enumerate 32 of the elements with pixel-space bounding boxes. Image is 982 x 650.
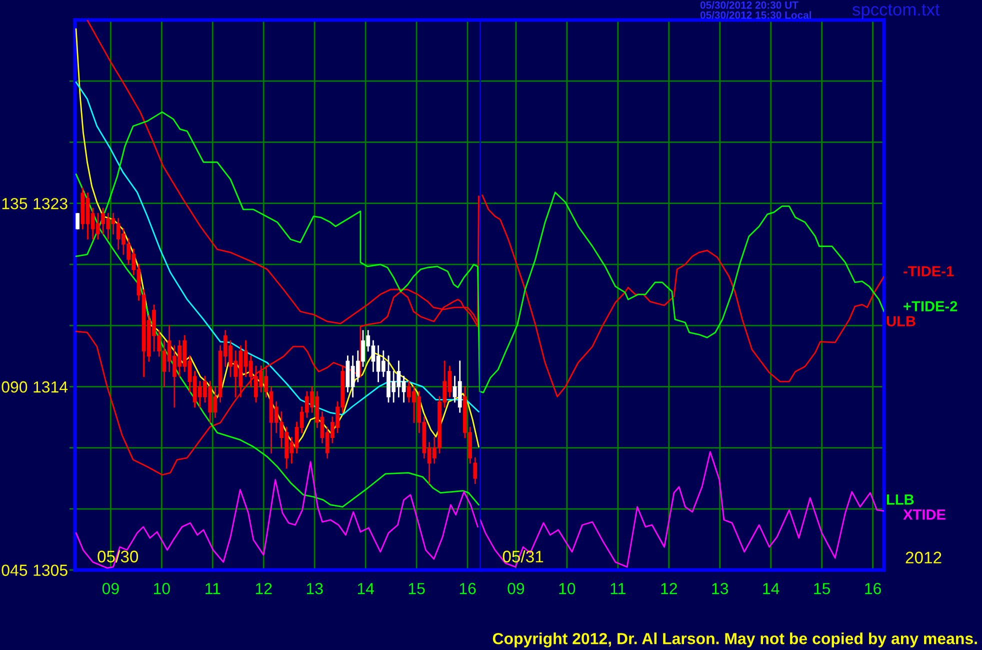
text: spcctom.txt <box>852 4 940 20</box>
y2-tick-label: 045 <box>2 564 28 576</box>
y2-tick-label: 135 <box>2 198 28 210</box>
x-tick-label: 14 <box>358 583 374 594</box>
series-label: XTIDE <box>903 510 946 520</box>
x-tick-label: 15 <box>814 583 830 594</box>
x-tick-label: 12 <box>661 582 677 594</box>
x-tick-label: 12 <box>256 582 272 594</box>
series-label: -TIDE-1 <box>904 266 954 276</box>
x-tick-label: 16 <box>865 582 881 594</box>
x-tick-label: 09 <box>102 582 119 594</box>
x-tick-label: 10 <box>154 582 170 594</box>
series-label: +TIDE-2 <box>904 301 958 312</box>
x-tick-label: 13 <box>712 582 728 594</box>
x-tick-label: 11 <box>206 583 220 594</box>
y-tick-label: 1314 <box>34 381 68 393</box>
x-tick-label: 13 <box>306 582 323 594</box>
text: 2012 <box>906 552 942 564</box>
x-tick-label: 11 <box>610 583 626 594</box>
y2-tick-label: 090 <box>2 381 28 393</box>
text: 05/30/2012 20:30 UT <box>700 1 798 9</box>
text: 05/30/2012 15:30 Local <box>700 11 812 19</box>
x-tick-label: 14 <box>763 583 780 594</box>
y-tick-label: 1323 <box>34 198 68 210</box>
x-tick-label: 15 <box>408 583 425 594</box>
x-tick-label: 09 <box>508 582 524 594</box>
text: ULB <box>886 316 916 326</box>
text: Copyright 2012, Dr. Al Larson. May not be copied by any means. <box>492 632 977 648</box>
text: LLB <box>886 494 914 505</box>
x-tick-label: 10 <box>559 582 576 594</box>
y-tick-label: 1305 <box>34 564 68 576</box>
x-tick-label: 16 <box>460 582 476 594</box>
